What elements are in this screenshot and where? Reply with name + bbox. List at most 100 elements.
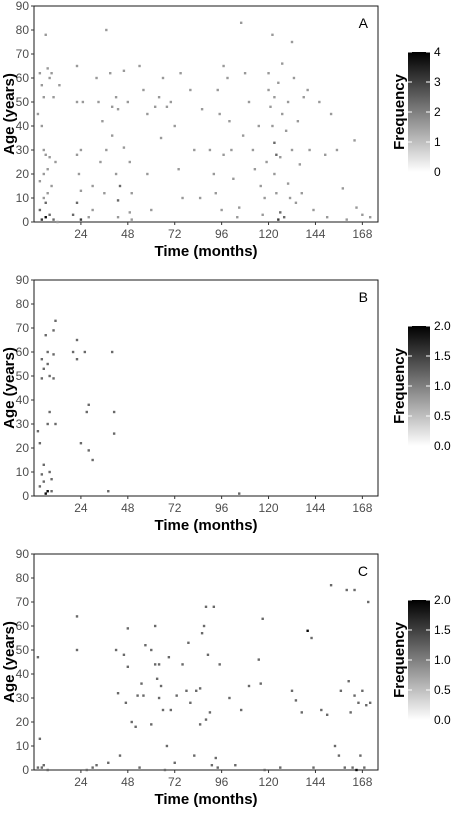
- heat-cell: [110, 105, 114, 108]
- heat-cell: [218, 663, 221, 666]
- heat-cell: [52, 218, 55, 221]
- heat-cell: [79, 148, 83, 152]
- heat-cell: [52, 329, 55, 332]
- heat-cell: [122, 69, 126, 72]
- heat-cell: [189, 88, 192, 92]
- legend: Frequency 0.0 0.5 1.0 1.5 2.0: [391, 319, 451, 453]
- heat-cell: [247, 684, 251, 688]
- heat-cell: [46, 168, 49, 171]
- legend-tick-label: 0.0: [434, 713, 451, 727]
- heat-cell: [198, 687, 202, 690]
- heat-cell: [103, 192, 106, 195]
- heat-cell: [42, 367, 45, 370]
- legend-tick-label: 3: [434, 75, 441, 89]
- heat-cell: [52, 353, 55, 356]
- heat-cell: [337, 754, 341, 757]
- heat-cell: [163, 768, 167, 772]
- x-tick-label: 168: [352, 501, 372, 515]
- heat-cell: [320, 708, 323, 712]
- heat-cell: [259, 682, 262, 685]
- heat-cell: [341, 187, 345, 190]
- heat-cell: [122, 146, 126, 149]
- heat-cell: [357, 701, 360, 704]
- heat-cell: [44, 33, 47, 36]
- heat-cell: [247, 100, 251, 104]
- plot-area: [33, 279, 379, 497]
- x-tick-label: 24: [74, 501, 88, 515]
- heat-cell: [142, 694, 145, 697]
- plot-area: [33, 553, 379, 771]
- heat-cell: [136, 694, 139, 697]
- panel-label: C: [358, 563, 368, 579]
- heat-cell: [42, 96, 45, 99]
- heat-cell: [265, 160, 268, 164]
- heat-cell: [345, 588, 348, 592]
- heat-cell: [204, 718, 208, 721]
- heat-cell: [44, 153, 47, 156]
- legend-tick-label: 0: [434, 165, 441, 179]
- heat-cell: [112, 432, 116, 435]
- heat-cell: [228, 696, 231, 700]
- heat-cell: [95, 76, 98, 80]
- heat-cell: [134, 725, 137, 728]
- heat-cell: [116, 108, 120, 111]
- heat-cell: [232, 177, 235, 180]
- heat-cell: [36, 112, 40, 116]
- heat-cell: [169, 100, 173, 104]
- heat-cell: [75, 358, 79, 361]
- heat-cell: [279, 156, 282, 159]
- heat-cell: [185, 689, 188, 692]
- y-tick-label: 60: [16, 71, 30, 85]
- heat-cell: [87, 403, 90, 406]
- x-tick-label: 48: [121, 501, 135, 515]
- y-tick-label: 60: [16, 619, 30, 633]
- heat-cell: [236, 216, 239, 219]
- heat-cell: [238, 492, 241, 495]
- heat-cell: [353, 588, 356, 592]
- heat-cell: [50, 72, 53, 75]
- legend-tick-label: 2.0: [434, 593, 451, 607]
- legend-tick-label: 2.0: [434, 319, 451, 333]
- y-tick-label: 30: [16, 143, 30, 157]
- heat-cell: [144, 644, 147, 647]
- heat-cell: [71, 350, 75, 354]
- heat-cell: [99, 160, 102, 164]
- heat-cell: [306, 88, 309, 92]
- heat-cell: [275, 153, 278, 156]
- heat-cell: [347, 680, 350, 683]
- heat-cell: [267, 88, 270, 92]
- y-tick-label: 80: [16, 571, 30, 585]
- y-axis-title: Age (years): [1, 73, 18, 155]
- heat-cell: [216, 766, 219, 769]
- heat-cell: [333, 744, 337, 748]
- heat-cell: [79, 442, 83, 445]
- panel-b: 0 10 20 30 40 50 60 70 80 90 24 48 72 96 120 144 168 Time…: [1, 273, 451, 534]
- x-tick-label: 72: [168, 775, 182, 789]
- heat-cell: [130, 720, 133, 724]
- heat-cell: [105, 28, 108, 32]
- heat-cell: [189, 701, 192, 704]
- heat-cell: [214, 192, 217, 195]
- heat-cell: [167, 656, 171, 659]
- heat-cell: [286, 182, 290, 185]
- y-tick-label: 70: [16, 595, 30, 609]
- heat-cell: [351, 766, 354, 769]
- heat-cell: [273, 141, 276, 144]
- heat-cell: [277, 81, 280, 84]
- heat-cell: [345, 218, 348, 221]
- heat-cell: [257, 124, 260, 128]
- heat-cell: [46, 362, 49, 366]
- heat-cell: [155, 677, 159, 680]
- y-tick-label: 50: [16, 369, 30, 383]
- heat-cell: [239, 21, 243, 24]
- heat-cell: [109, 72, 112, 75]
- heat-cell: [363, 766, 366, 769]
- heat-cell: [85, 410, 88, 414]
- heat-cell: [140, 682, 143, 685]
- heat-cell: [312, 766, 315, 769]
- heat-cell: [81, 100, 85, 104]
- heat-cell: [290, 689, 294, 692]
- y-tick-label: 70: [16, 321, 30, 335]
- heat-cell: [50, 490, 53, 493]
- heat-cell: [267, 72, 270, 75]
